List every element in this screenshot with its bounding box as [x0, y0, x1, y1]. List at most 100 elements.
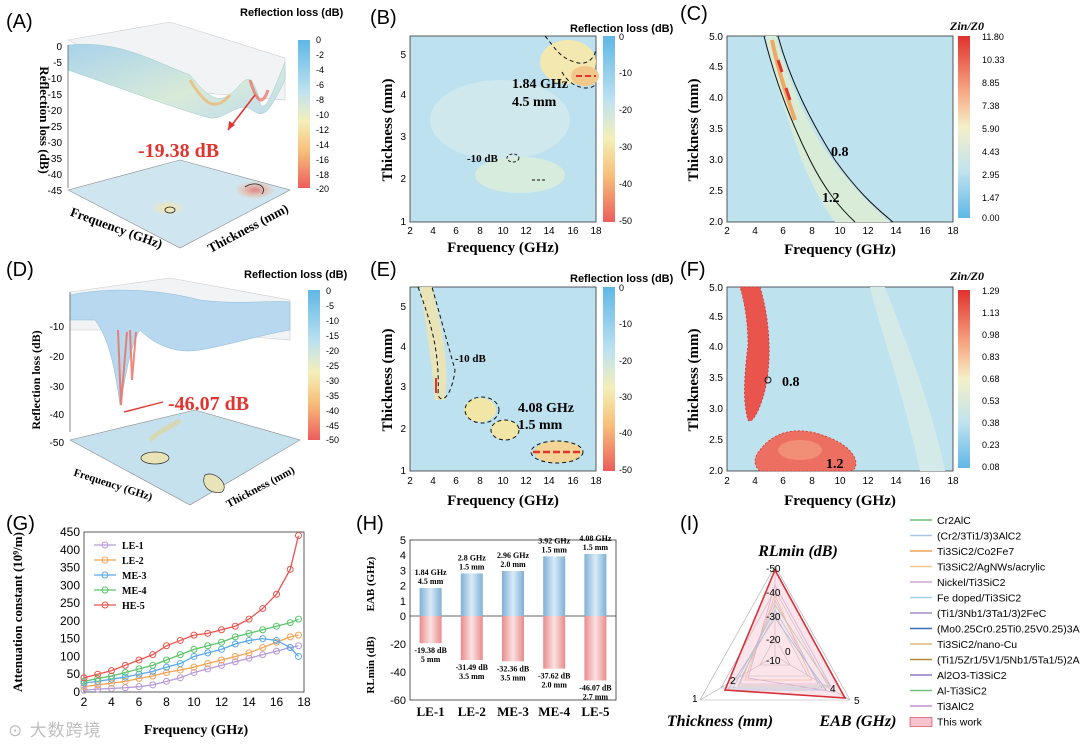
y-tick: 3 [400, 565, 406, 577]
panel-b: (B) 1.84 GHz 4.5 mm -10 dB 2 4 6 8 10 12… [370, 7, 674, 256]
z-tick: -30 [50, 382, 65, 393]
colorbar-tick: -30 [326, 376, 339, 386]
z-tick: -30 [48, 138, 63, 149]
peak-annotation-freq: 4.08 GHz [518, 401, 574, 416]
radar-axis-rl: RLmin (dB) [757, 543, 838, 560]
eab-thickness-label: 2.0 mm [500, 560, 526, 569]
colorbar-tick: 0.38 [982, 418, 1000, 428]
data-point [135, 670, 143, 678]
x-tick: 18 [590, 226, 602, 237]
heat-ridge [770, 39, 797, 121]
radar-series-line [737, 604, 831, 687]
contour-line [764, 376, 772, 384]
contour-10db [506, 153, 520, 163]
series-lines [80, 532, 302, 694]
surface-dip [117, 329, 137, 406]
data-point [80, 686, 88, 694]
x-tick: 2 [81, 695, 88, 709]
data-point [231, 652, 239, 660]
x-tick: 4 [430, 226, 436, 237]
x-tick: 16 [567, 226, 579, 237]
contour-label: 1.2 [826, 457, 844, 472]
eab-bar [460, 573, 483, 616]
colorbar [603, 36, 615, 222]
legend-label: Al2O3-Ti3SiC2 [937, 670, 1007, 682]
floor-contour [203, 473, 225, 493]
y-ticks: 2.0 2.5 3.0 3.5 4.0 4.5 5.0 [709, 32, 723, 228]
colorbar-tick: -30 [619, 142, 632, 152]
colorbar-title: Reflection loss (dB) [570, 273, 674, 285]
x-tick: 18 [590, 476, 602, 487]
y-tick: 4 [400, 550, 406, 562]
y-tick: 1 [400, 466, 406, 477]
colorbar-tick: -40 [619, 179, 632, 189]
colorbar-tick: 1.47 [982, 193, 1000, 203]
rl-surface [67, 44, 286, 119]
bars [419, 553, 607, 681]
x-tick: 8 [809, 226, 815, 237]
colorbar-tick: -10 [326, 316, 339, 326]
y-tick: 0 [73, 685, 80, 699]
panel-d: (D) -10 -20 -30 -40 -50 Reflection loss … [6, 259, 348, 510]
x-tick: 16 [270, 695, 284, 709]
data-point [121, 673, 129, 681]
x-tick: 12 [520, 226, 532, 237]
colorbar-tick: -4 [316, 65, 324, 75]
x-tick: 10 [834, 226, 846, 237]
data-point [204, 665, 212, 673]
surface-dip [188, 79, 232, 106]
colorbar-tick: -10 [316, 110, 329, 120]
colorbar-title: Zin/Z0 [949, 269, 984, 283]
x-axis-title: Frequency (GHz) [784, 242, 896, 258]
data-point [121, 661, 129, 669]
x-tick: 12 [215, 695, 229, 709]
y-tick: 150 [60, 632, 80, 646]
legend-swatch [909, 717, 933, 727]
legend-label: Al-Ti3SiC2 [937, 686, 987, 698]
y-tick: 5 [400, 302, 406, 313]
z-tick: -20 [50, 352, 65, 363]
y-tick: 0 [400, 611, 406, 623]
y-axis-title: Thickness (mm) [686, 79, 702, 182]
y-tick: 3.0 [709, 155, 723, 166]
rl-surface [69, 289, 291, 406]
rlmin-thickness-label: 2.0 mm [542, 681, 568, 690]
eab-thickness-label: 4.5 mm [418, 577, 444, 586]
y-tick: 250 [60, 596, 80, 610]
panel-label: (G) [6, 513, 35, 535]
z-tick: -35 [48, 154, 63, 165]
x-tick: 4 [430, 476, 436, 487]
x-axis-title: Frequency (GHz) [144, 723, 249, 738]
eab-label: 1.84 GHz [415, 568, 447, 577]
colorbar-tick: -14 [316, 140, 329, 150]
x-tick: 6 [780, 226, 786, 237]
rlmin-label: -46.07 dB [579, 683, 612, 692]
colorbar-tick: 2.95 [982, 170, 1000, 180]
data-point [259, 635, 267, 643]
panel-label: (F) [680, 259, 706, 281]
contour-label: 0.8 [782, 375, 800, 390]
y-tick: 2.5 [709, 435, 723, 446]
x-tick: 4 [752, 226, 758, 237]
x-tick: 16 [567, 476, 579, 487]
data-point [231, 658, 239, 666]
colorbar-tick: 0 [316, 35, 321, 45]
data-point [295, 532, 302, 540]
panel-label: (I) [680, 513, 699, 535]
y-tick: 4.5 [709, 62, 723, 73]
data-point [245, 654, 253, 662]
z-tick: -25 [48, 122, 63, 133]
colorbar-tick: -35 [326, 391, 339, 401]
rlmin-bar [419, 616, 442, 644]
y-tick: 4 [400, 90, 406, 101]
colorbar-tick: -15 [326, 331, 339, 341]
data-point [204, 629, 212, 637]
panel-label: (C) [680, 3, 708, 25]
radar-tick: -20 [766, 635, 781, 646]
data-point [176, 660, 184, 668]
z-tick: -10 [48, 74, 63, 85]
colorbar-ticks: 11.80 10.33 8.85 7.38 5.90 4.43 2.95 1.4… [982, 32, 1005, 223]
axis-ticks: 0 1 2 3 4 5 -20 -40 -60 [390, 535, 616, 707]
colorbar-tick: -18 [316, 170, 329, 180]
